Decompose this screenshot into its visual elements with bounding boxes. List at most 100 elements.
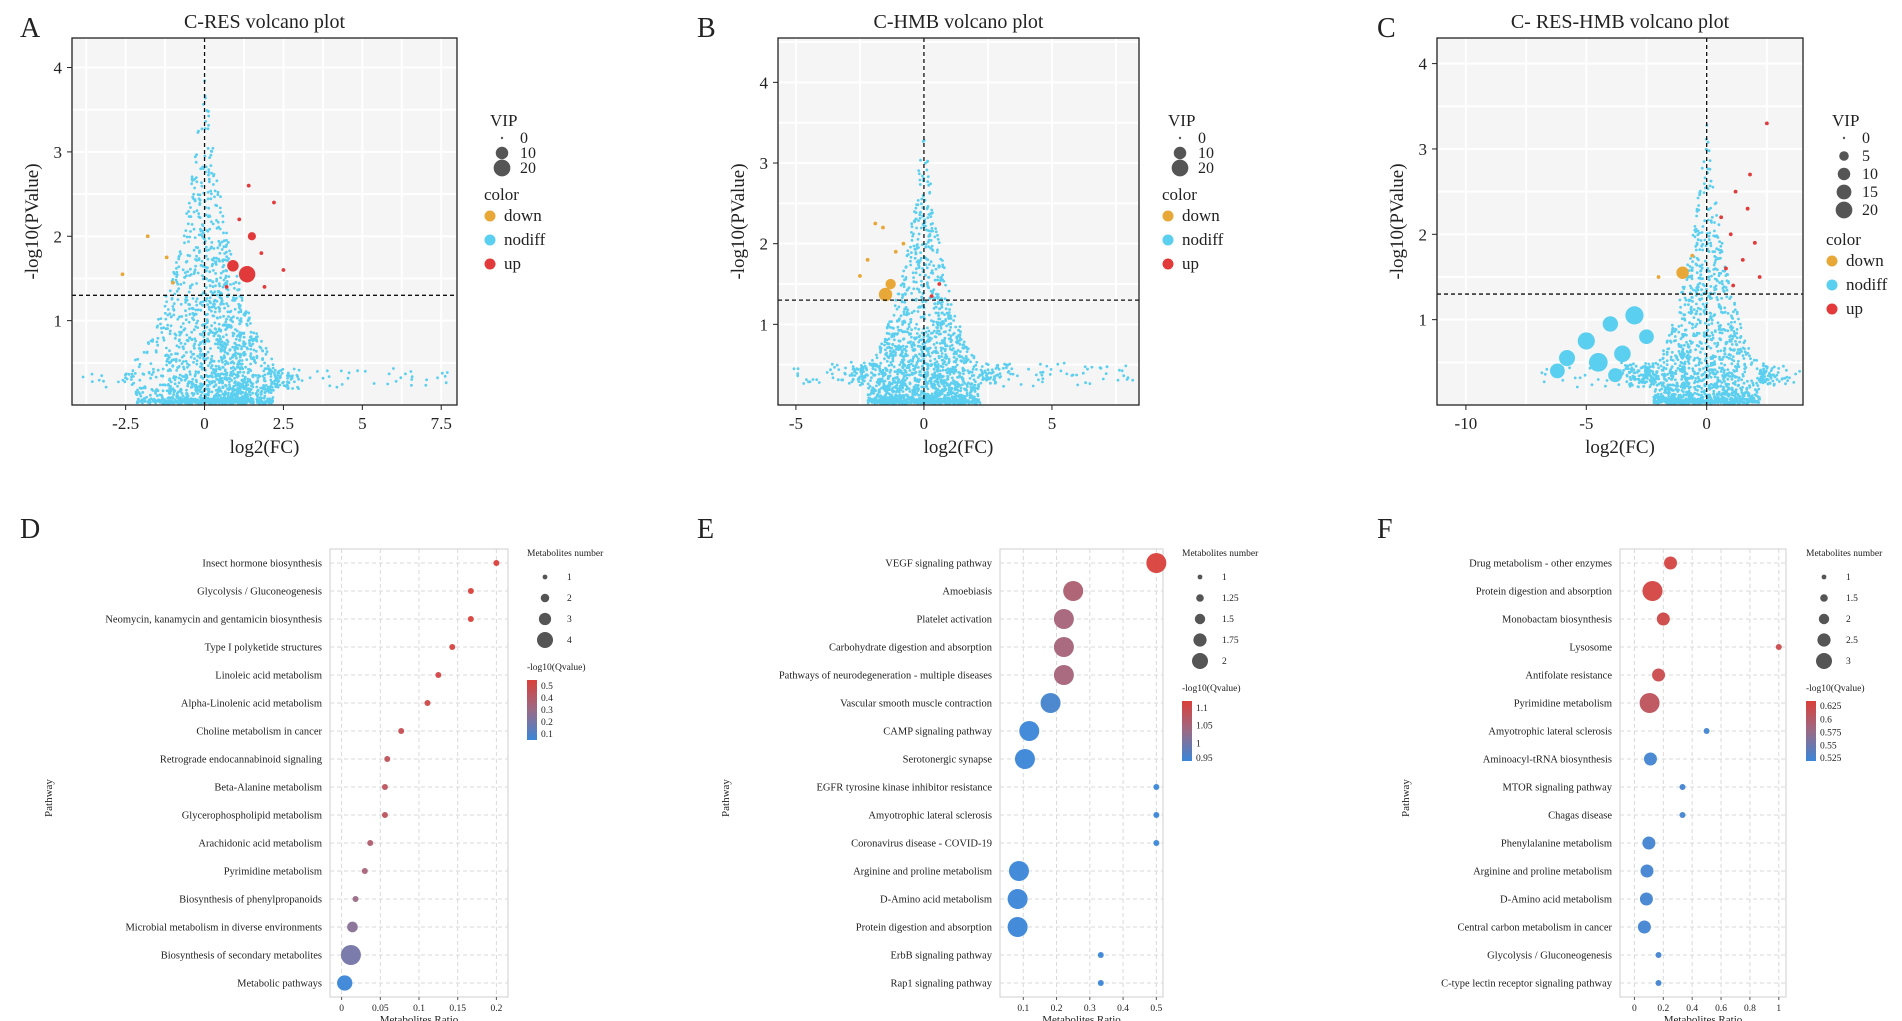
data-point-nodiff	[199, 394, 203, 397]
data-point-nodiff	[209, 246, 213, 250]
data-point-nodiff	[917, 219, 920, 223]
data-point-nodiff	[912, 355, 915, 359]
data-point-nodiff	[194, 160, 198, 164]
data-point-nodiff	[1707, 278, 1711, 282]
data-point-nodiff	[224, 401, 228, 405]
data-point-down	[873, 221, 878, 226]
data-point-nodiff	[194, 378, 198, 382]
data-point-nodiff	[187, 290, 191, 294]
data-point-nodiff	[204, 245, 208, 249]
legend-color-label: down	[504, 206, 542, 225]
data-point-nodiff	[980, 373, 984, 377]
data-point-nodiff	[926, 240, 930, 244]
data-point-nodiff	[1698, 231, 1701, 235]
data-point-nodiff	[926, 281, 929, 284]
data-point-nodiff	[248, 390, 251, 394]
data-point-nodiff	[262, 396, 266, 400]
data-point-nodiff	[179, 378, 183, 381]
data-point-nodiff	[147, 342, 151, 345]
data-point-nodiff	[197, 233, 201, 237]
data-point-nodiff	[1792, 381, 1796, 384]
data-point-nodiff	[221, 344, 225, 348]
data-point-nodiff	[235, 356, 238, 360]
data-point-nodiff	[890, 396, 893, 400]
data-point-nodiff	[909, 398, 913, 402]
data-point-nodiff	[909, 245, 912, 249]
data-point-nodiff	[132, 381, 136, 385]
data-point-nodiff	[1739, 347, 1742, 351]
data-point-nodiff	[927, 213, 931, 216]
legend-vip-marker	[495, 146, 509, 160]
data-point-nodiff	[1762, 364, 1765, 367]
data-point-nodiff	[929, 229, 933, 233]
data-point-nodiff	[1657, 366, 1660, 370]
data-point-nodiff	[222, 231, 225, 235]
data-point-nodiff	[215, 179, 219, 183]
data-point-nodiff	[934, 267, 938, 271]
data-point-nodiff	[201, 323, 205, 327]
y-tick-label: 2	[760, 235, 769, 254]
data-point-nodiff	[179, 302, 183, 306]
data-point-nodiff	[139, 394, 143, 398]
data-point-nodiff	[247, 370, 250, 374]
data-point-nodiff	[219, 347, 223, 351]
data-point-nodiff	[171, 305, 175, 308]
data-point-nodiff	[188, 312, 192, 316]
data-point-nodiff	[943, 338, 946, 341]
data-point-nodiff	[214, 327, 218, 331]
data-point-nodiff	[264, 352, 268, 356]
data-point-nodiff	[1731, 355, 1735, 358]
data-point-nodiff	[216, 246, 220, 250]
data-point-nodiff	[263, 379, 267, 383]
data-point-nodiff	[1693, 391, 1697, 395]
data-point-nodiff	[927, 347, 930, 351]
data-point-nodiff	[937, 354, 941, 358]
data-point-nodiff	[199, 383, 203, 387]
data-point-nodiff	[1041, 380, 1044, 384]
data-point-nodiff	[817, 381, 821, 384]
data-point-nodiff	[133, 372, 137, 375]
data-point-nodiff	[297, 377, 300, 381]
x-tick-label: 5	[358, 414, 367, 433]
data-point-nodiff	[896, 292, 900, 296]
data-point-nodiff	[1712, 389, 1716, 393]
data-point-nodiff	[143, 386, 147, 390]
data-point-nodiff	[940, 305, 944, 309]
data-point-nodiff	[907, 363, 911, 367]
data-point-nodiff	[245, 398, 249, 402]
data-point-nodiff	[853, 370, 856, 374]
data-point-nodiff	[901, 274, 904, 278]
data-point-nodiff	[166, 313, 170, 317]
data-point-nodiff	[182, 360, 185, 363]
data-point-nodiff	[241, 367, 245, 371]
data-point-nodiff	[952, 355, 956, 359]
data-point-nodiff	[232, 282, 236, 286]
data-point-nodiff	[1740, 350, 1743, 353]
data-point-nodiff	[177, 376, 181, 380]
data-point-nodiff	[184, 229, 188, 233]
data-point-nodiff	[1666, 372, 1670, 376]
data-point-nodiff	[959, 359, 963, 362]
data-point-nodiff	[258, 396, 262, 399]
x-tick-label: 0	[920, 414, 929, 433]
data-point-nodiff	[256, 398, 259, 401]
data-point-nodiff	[127, 372, 131, 376]
data-point-down	[145, 234, 150, 239]
data-point-nodiff	[262, 369, 266, 373]
data-point-nodiff	[152, 370, 155, 374]
data-point-nodiff	[277, 371, 281, 375]
data-point-nodiff	[196, 308, 200, 312]
data-point-nodiff	[1722, 377, 1725, 381]
data-point-nodiff	[249, 335, 253, 338]
data-point-nodiff	[149, 393, 152, 397]
data-point-nodiff	[240, 362, 244, 366]
data-point-nodiff	[234, 381, 238, 384]
data-point-nodiff	[1062, 361, 1066, 365]
data-point-nodiff	[1692, 308, 1696, 311]
data-point-nodiff	[245, 324, 249, 327]
data-point-nodiff	[944, 307, 948, 311]
data-point-nodiff	[889, 352, 892, 356]
data-point-nodiff	[249, 330, 253, 334]
data-point-nodiff	[913, 247, 917, 251]
data-point-nodiff	[218, 343, 222, 346]
